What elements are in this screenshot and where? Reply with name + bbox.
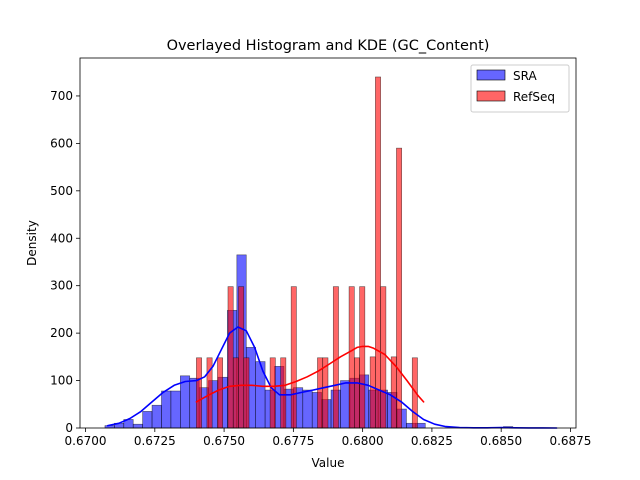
legend-label-refseq: RefSeq xyxy=(513,90,555,104)
legend-swatch-sra xyxy=(476,69,506,81)
refseq-kde-line xyxy=(195,345,425,403)
refseq-bar xyxy=(269,357,276,429)
x-tick-label: 0.6850 xyxy=(480,434,522,448)
refseq-bar xyxy=(369,356,376,429)
refseq-bar xyxy=(243,357,250,429)
sra-bar xyxy=(151,404,162,429)
x-tick-label: 0.6800 xyxy=(342,434,384,448)
x-tick-label: 0.6750 xyxy=(203,434,245,448)
sra-bar xyxy=(132,423,143,429)
legend-swatch-refseq xyxy=(476,90,506,102)
refseq-bar xyxy=(380,286,387,429)
refseq-bar xyxy=(238,286,245,429)
refseq-bar xyxy=(280,357,287,429)
sra-bar xyxy=(161,390,172,429)
y-axis: 0 100 200 300 400 500 600 700 xyxy=(50,89,80,435)
x-tick-label: 0.6725 xyxy=(134,434,176,448)
refseq-bar xyxy=(348,286,355,429)
refseq-bar xyxy=(196,357,202,429)
sra-kde-line xyxy=(106,326,558,429)
refseq-bar xyxy=(359,286,366,429)
x-tick-label: 0.6775 xyxy=(272,434,314,448)
legend: SRA RefSeq xyxy=(470,64,570,113)
refseq-bar xyxy=(232,357,239,429)
sra-bar xyxy=(340,380,351,429)
y-tick-label: 400 xyxy=(50,231,73,245)
sra-bar xyxy=(180,375,191,429)
refseq-bar xyxy=(375,76,381,429)
y-tick-label: 700 xyxy=(50,89,73,103)
sra-bar xyxy=(142,411,153,429)
y-tick-label: 300 xyxy=(50,279,73,293)
x-tick-label: 0.6700 xyxy=(65,434,107,448)
y-tick-label: 200 xyxy=(50,326,73,340)
plot-frame xyxy=(79,57,577,429)
y-tick-label: 100 xyxy=(50,374,73,388)
y-tick-label: 600 xyxy=(50,136,73,150)
y-tick-label: 0 xyxy=(65,421,73,435)
sra-bar xyxy=(302,389,313,429)
x-axis-title: Value xyxy=(312,456,345,470)
refseq-bar xyxy=(332,286,339,429)
y-tick-label: 500 xyxy=(50,184,73,198)
refseq-bar xyxy=(396,147,403,429)
refseq-bar xyxy=(290,286,297,429)
chart-title: Overlayed Histogram and KDE (GC_Content) xyxy=(167,38,490,54)
refseq-bar xyxy=(227,286,234,429)
sra-bar xyxy=(170,390,181,429)
legend-label-sra: SRA xyxy=(513,69,537,83)
refseq-bar xyxy=(217,357,224,429)
refseq-bar xyxy=(390,356,397,429)
x-axis: 0.6700 0.6725 0.6750 0.6775 0.6800 0.6825 0.68… xyxy=(65,428,591,448)
x-tick-label: 0.6825 xyxy=(411,434,453,448)
refseq-bar xyxy=(354,357,360,429)
x-tick-label: 0.6875 xyxy=(549,434,591,448)
y-axis-title: Density xyxy=(25,220,39,266)
kde-curves xyxy=(106,326,558,429)
